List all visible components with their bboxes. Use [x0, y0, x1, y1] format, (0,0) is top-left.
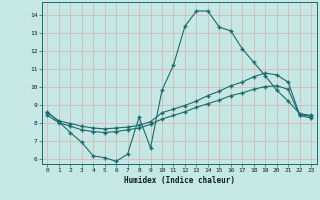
X-axis label: Humidex (Indice chaleur): Humidex (Indice chaleur) [124, 176, 235, 185]
